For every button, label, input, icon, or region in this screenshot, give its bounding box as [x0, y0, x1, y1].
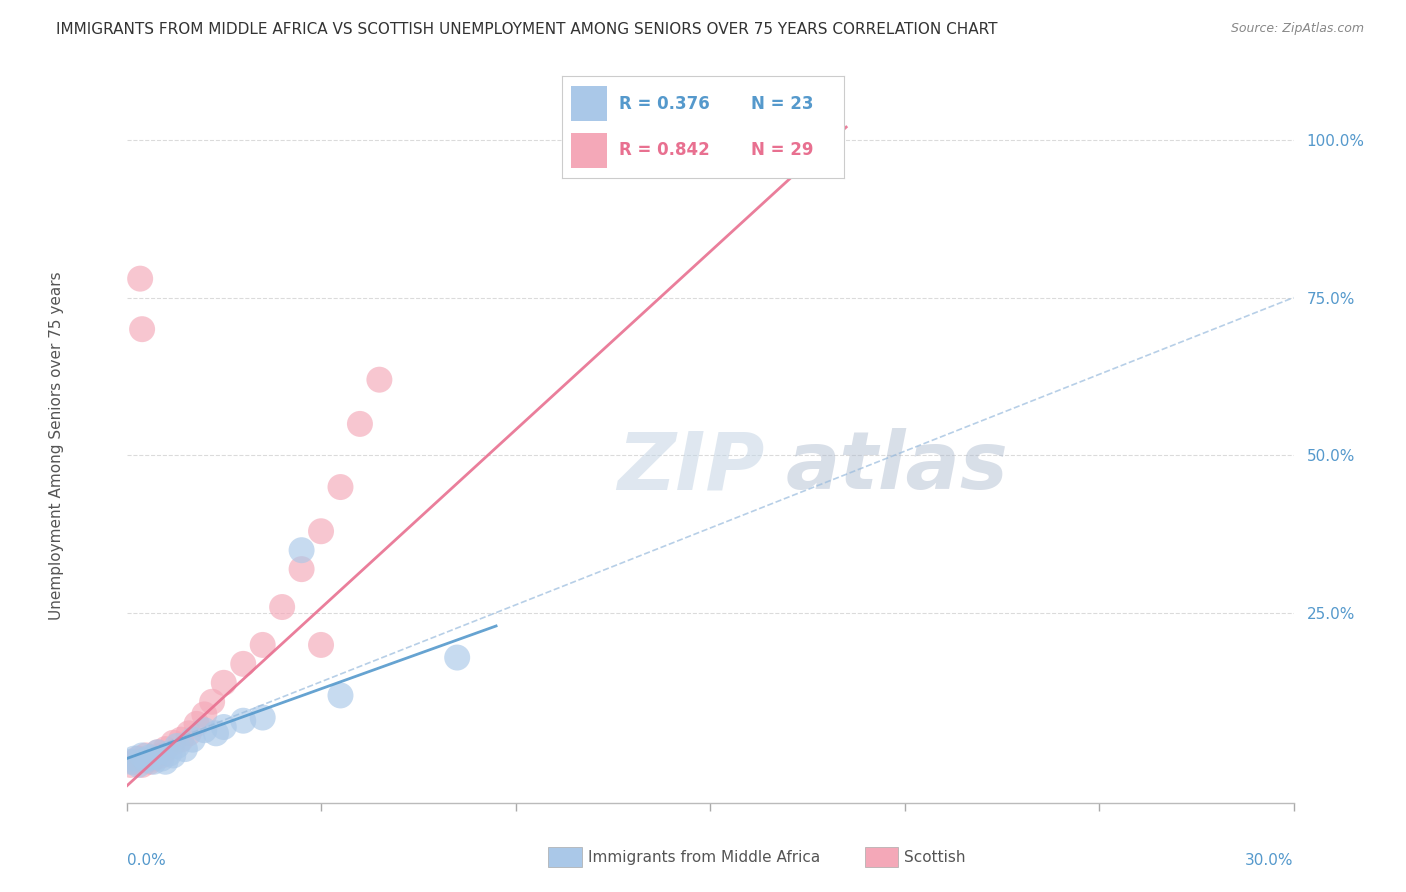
Text: Unemployment Among Seniors over 75 years: Unemployment Among Seniors over 75 years — [49, 272, 65, 620]
Point — [146, 745, 169, 759]
Point — [290, 543, 312, 558]
Point — [162, 736, 184, 750]
Point — [166, 739, 188, 753]
Text: Immigrants from Middle Africa: Immigrants from Middle Africa — [588, 850, 820, 864]
Point — [177, 726, 200, 740]
Point — [309, 524, 332, 539]
Point — [290, 562, 312, 576]
Text: R = 0.376: R = 0.376 — [619, 95, 710, 112]
Point — [174, 742, 197, 756]
Point — [155, 742, 177, 756]
Point — [142, 751, 165, 765]
Point — [120, 758, 142, 772]
Point — [131, 758, 153, 772]
Point — [127, 758, 149, 772]
Point — [162, 748, 184, 763]
Point — [815, 145, 838, 160]
Text: R = 0.842: R = 0.842 — [619, 141, 710, 159]
Point — [150, 751, 173, 765]
Point — [127, 751, 149, 765]
Point — [232, 657, 254, 671]
Point — [205, 726, 228, 740]
Point — [157, 747, 180, 761]
Point — [186, 717, 208, 731]
Point — [139, 755, 162, 769]
Point — [329, 689, 352, 703]
Point — [349, 417, 371, 431]
Point — [699, 152, 721, 166]
Text: Scottish: Scottish — [904, 850, 966, 864]
Point — [150, 748, 173, 763]
Point — [309, 638, 332, 652]
Text: N = 23: N = 23 — [751, 95, 813, 112]
Point — [139, 750, 162, 764]
Point — [120, 755, 142, 769]
Point — [193, 723, 215, 738]
Point — [181, 732, 204, 747]
Point — [252, 638, 274, 652]
Point — [124, 751, 146, 765]
Text: IMMIGRANTS FROM MIDDLE AFRICA VS SCOTTISH UNEMPLOYMENT AMONG SENIORS OVER 75 YEA: IMMIGRANTS FROM MIDDLE AFRICA VS SCOTTIS… — [56, 22, 998, 37]
Point — [329, 480, 352, 494]
Point — [212, 675, 235, 690]
Point — [212, 720, 235, 734]
Point — [252, 710, 274, 724]
Point — [146, 745, 169, 759]
Text: 30.0%: 30.0% — [1246, 853, 1294, 868]
Point — [446, 650, 468, 665]
Point — [131, 322, 153, 336]
Point — [135, 753, 157, 767]
Bar — [571, 87, 607, 121]
Point — [271, 600, 294, 615]
Point — [368, 373, 391, 387]
Point — [135, 748, 157, 763]
Point — [232, 714, 254, 728]
Text: ZIP: ZIP — [617, 428, 763, 507]
Point — [131, 748, 153, 763]
Point — [155, 755, 177, 769]
Text: N = 29: N = 29 — [751, 141, 813, 159]
Point — [193, 707, 215, 722]
Point — [142, 755, 165, 769]
Point — [170, 732, 193, 747]
Point — [201, 695, 224, 709]
Text: 0.0%: 0.0% — [127, 853, 166, 868]
Point — [129, 271, 152, 285]
Text: Source: ZipAtlas.com: Source: ZipAtlas.com — [1230, 22, 1364, 36]
Bar — [571, 133, 607, 168]
Point — [124, 755, 146, 769]
Text: atlas: atlas — [786, 428, 1008, 507]
